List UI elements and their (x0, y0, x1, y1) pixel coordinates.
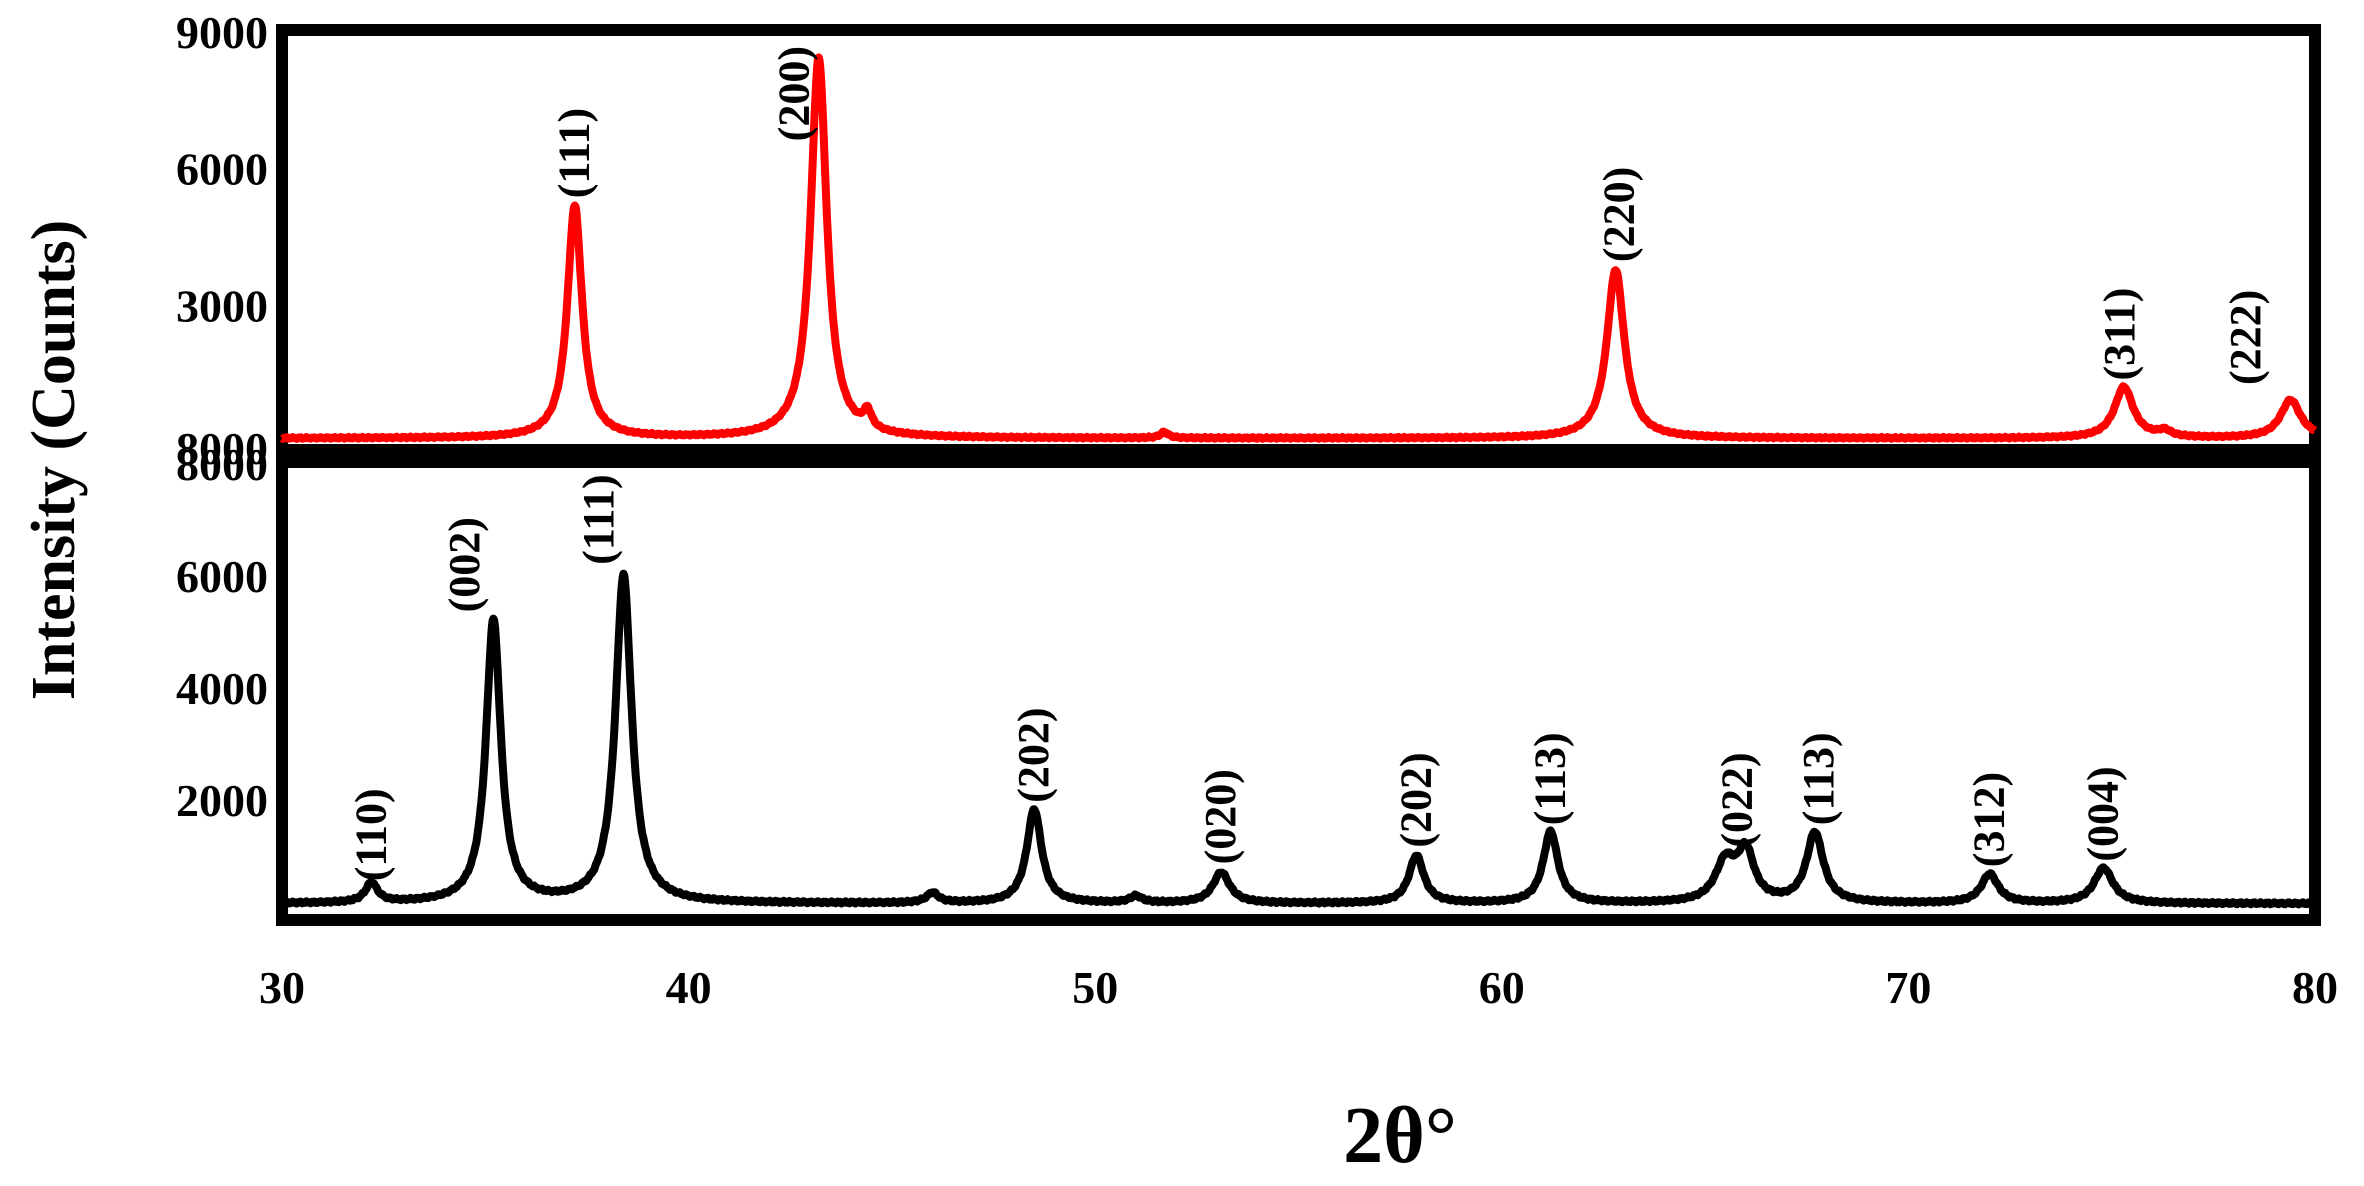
top-peak-label: (111) (550, 108, 599, 198)
bottom-y-tick-label: 2000 (176, 775, 268, 826)
bottom-panel-frame (276, 456, 2321, 926)
top-y-tick-label: 8000 (176, 423, 268, 474)
top-y-tick-label: 9000 (176, 7, 268, 58)
bottom-peak-label: (002) (440, 517, 489, 612)
top-y-tick-label: 6000 (176, 144, 268, 195)
x-tick-label: 60 (1479, 962, 1525, 1013)
top-panel: 8000 3000 6000 9000 (111) (200) (220) (311) (222… (176, 7, 2321, 474)
bottom-peak-label: (110) (346, 788, 395, 881)
bottom-spectrum-line (278, 569, 2319, 909)
x-tick-label: 70 (1885, 962, 1931, 1013)
top-panel-frame (276, 24, 2321, 456)
bottom-peak-label: (312) (1965, 772, 2014, 867)
bottom-peak-label: (113) (1526, 732, 1575, 825)
bottom-peak-label: (202) (1391, 752, 1440, 847)
bottom-peak-label: (022) (1713, 752, 1762, 847)
bottom-peak-label: (004) (2079, 766, 2128, 861)
bottom-y-tick-label: 6000 (176, 551, 268, 602)
bottom-panel: 2000 4000 6000 8000 (110) (002) (111) (202) (020… (176, 439, 2321, 926)
bottom-peak-label: (020) (1196, 769, 1245, 864)
x-axis-label: 2θ° (1343, 1092, 1457, 1180)
top-peak-label: (200) (769, 46, 818, 141)
top-peak-label: (311) (2095, 288, 2144, 381)
x-tick-label: 80 (2292, 962, 2338, 1013)
bottom-y-tick-label: 8000 (176, 439, 268, 490)
bottom-peak-label: (111) (574, 474, 623, 564)
top-peak-label: (222) (2221, 290, 2270, 385)
bottom-peak-label: (202) (1009, 707, 1058, 802)
top-peak-label: (220) (1595, 167, 1644, 262)
y-axis-label: Intensity (Counts) (20, 220, 88, 701)
x-tick-label: 50 (1072, 962, 1118, 1013)
top-y-tick-label: 3000 (176, 280, 268, 331)
top-spectrum-line (278, 53, 2319, 443)
x-tick-label: 30 (259, 962, 305, 1013)
bottom-y-tick-label: 4000 (176, 663, 268, 714)
x-axis-ticks: 30 40 50 60 70 80 (259, 962, 2338, 1013)
bottom-peak-label: (113) (1794, 732, 1843, 825)
x-tick-label: 40 (666, 962, 712, 1013)
